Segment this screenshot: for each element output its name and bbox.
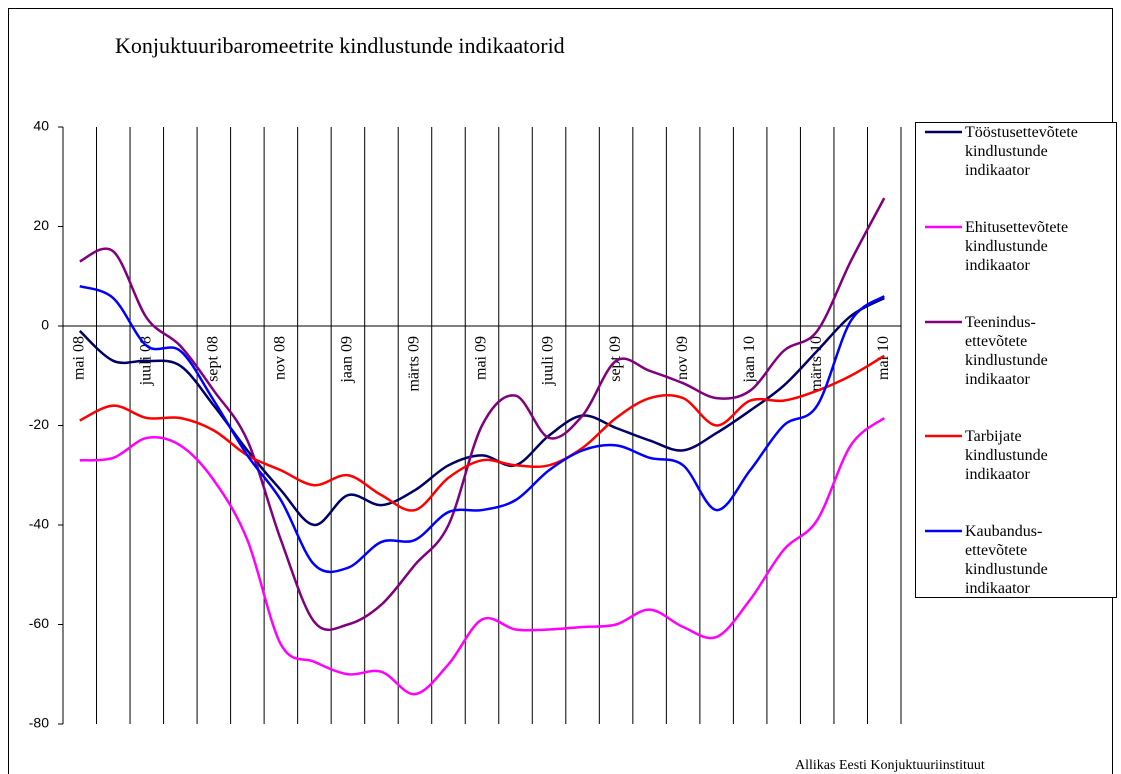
x-tick-label: mai 09 (473, 336, 490, 380)
x-tick-label: mai 10 (875, 336, 892, 380)
x-tick-label: sept 08 (205, 336, 222, 382)
legend-label: Kaubandus- ettevõtete kindlustunde indik… (965, 523, 1048, 597)
y-tick-label: 0 (41, 317, 49, 333)
x-tick-label: jaan 10 (741, 336, 758, 384)
legend-label: Ehitusettevõtete kindlustunde indikaator (965, 219, 1069, 274)
series-line (79, 197, 886, 632)
y-tick-label: 20 (33, 217, 49, 233)
series-line (79, 417, 886, 696)
y-tick-label: -20 (29, 416, 49, 432)
x-tick-label: jaan 09 (339, 336, 356, 384)
chart-title: Konjuktuuribaromeetrite kindlustunde ind… (115, 33, 565, 58)
y-tick-label: -40 (29, 516, 49, 532)
x-tick-label: nov 09 (674, 336, 691, 380)
series-line (79, 354, 885, 512)
series-line (78, 297, 885, 527)
legend-label: Tarbijate kindlustunde indikaator (965, 428, 1048, 483)
x-tick-label: märts 09 (406, 336, 423, 392)
x-tick-label: märts 10 (808, 336, 825, 392)
x-tick-label: juuli 09 (540, 336, 557, 386)
y-tick-label: -80 (29, 715, 49, 731)
legend-box (915, 122, 1117, 598)
x-tick-label: mai 08 (70, 336, 87, 380)
x-tick-label: nov 08 (272, 336, 289, 380)
source-note: Allikas Eesti Konjuktuuriinstituut (795, 758, 985, 773)
series-line (79, 284, 885, 574)
legend-label: Tööstusettevõtete kindlustunde indikaato… (965, 124, 1078, 179)
x-tick-label: sept 09 (607, 336, 624, 382)
legend-label: Teenindus- ettevõtete kindlustunde indik… (965, 314, 1048, 388)
y-tick-label: -60 (29, 615, 49, 631)
y-tick-label: 40 (33, 118, 49, 134)
